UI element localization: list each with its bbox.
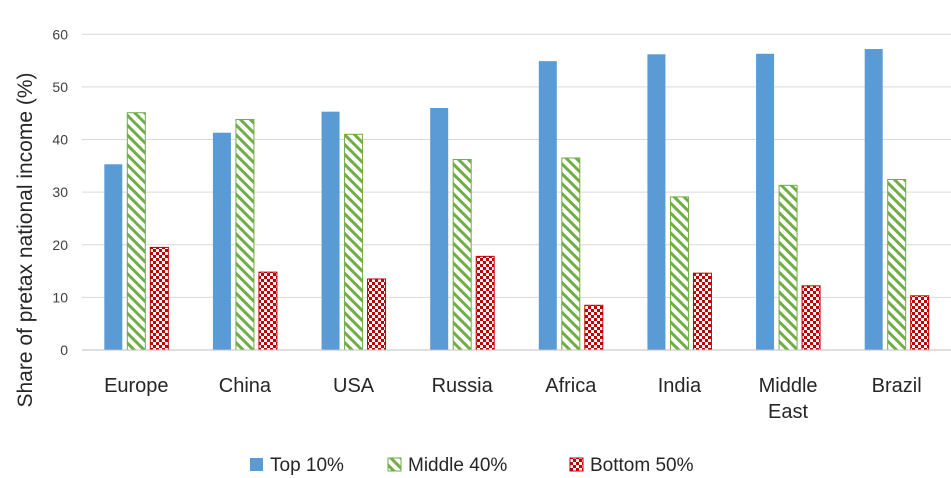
bar-top-10--usa bbox=[321, 111, 340, 350]
bar-top-10--middle-east bbox=[756, 53, 775, 350]
y-tick-label: 60 bbox=[52, 26, 68, 42]
y-tick-label: 20 bbox=[52, 237, 68, 253]
bar-middle-40--china bbox=[235, 119, 255, 351]
bar-middle-40--brazil bbox=[887, 179, 907, 351]
legend: Top 10% Middle 40% Bottom 50% bbox=[250, 455, 694, 476]
bar-bottom-50--europe bbox=[149, 246, 169, 351]
legend-label: Top 10% bbox=[270, 455, 344, 476]
bar-middle-40--russia bbox=[452, 159, 472, 351]
bar-top-10--africa bbox=[538, 61, 557, 350]
x-tick-label: Europe bbox=[104, 375, 169, 397]
bar-top-10--russia bbox=[430, 107, 449, 350]
bar-middle-40--india bbox=[669, 196, 689, 351]
bar-bottom-50--middle-east bbox=[801, 285, 821, 351]
y-axis-ticks: 0 10 20 30 40 50 60 bbox=[52, 26, 68, 358]
bar-middle-40--usa bbox=[344, 133, 364, 351]
bar-bottom-50--china bbox=[258, 271, 278, 351]
bar-middle-40--africa bbox=[561, 157, 581, 351]
x-tick-label: China bbox=[219, 375, 272, 397]
bar-bottom-50--brazil bbox=[910, 295, 930, 351]
bar-top-10--china bbox=[212, 132, 231, 350]
legend-label: Middle 40% bbox=[408, 455, 507, 476]
y-tick-label: 30 bbox=[52, 184, 68, 200]
y-axis-title: Share of pretax national income (%) bbox=[14, 72, 37, 407]
bar-top-10--europe bbox=[104, 164, 123, 350]
y-tick-label: 10 bbox=[52, 289, 68, 305]
bar-bottom-50--russia bbox=[475, 255, 495, 351]
x-tick-label: Russia bbox=[432, 375, 494, 397]
x-tick-label: Africa bbox=[545, 375, 597, 397]
y-tick-label: 50 bbox=[52, 79, 68, 95]
bars bbox=[104, 49, 930, 351]
x-axis-labels: Europe China USA Russia Africa India Middle Eas… bbox=[104, 375, 922, 423]
legend-label: Bottom 50% bbox=[590, 455, 694, 476]
legend-swatch bbox=[569, 457, 584, 472]
x-tick-label: USA bbox=[333, 375, 375, 397]
x-tick-label: India bbox=[658, 375, 702, 397]
bar-bottom-50--usa bbox=[367, 278, 387, 351]
bar-middle-40--europe bbox=[126, 112, 146, 351]
bar-bottom-50--india bbox=[692, 272, 712, 351]
y-tick-label: 40 bbox=[52, 132, 68, 148]
x-tick-label: Middle East bbox=[759, 375, 818, 423]
gridlines bbox=[82, 33, 951, 351]
y-tick-label: 0 bbox=[60, 342, 68, 358]
bar-middle-40--middle-east bbox=[778, 184, 798, 351]
legend-swatch bbox=[250, 458, 263, 471]
bar-top-10--brazil bbox=[864, 49, 883, 350]
legend-swatch bbox=[387, 457, 402, 472]
x-tick-label: Brazil bbox=[872, 375, 922, 397]
bar-bottom-50--africa bbox=[584, 304, 604, 351]
bar-top-10--india bbox=[647, 54, 666, 350]
